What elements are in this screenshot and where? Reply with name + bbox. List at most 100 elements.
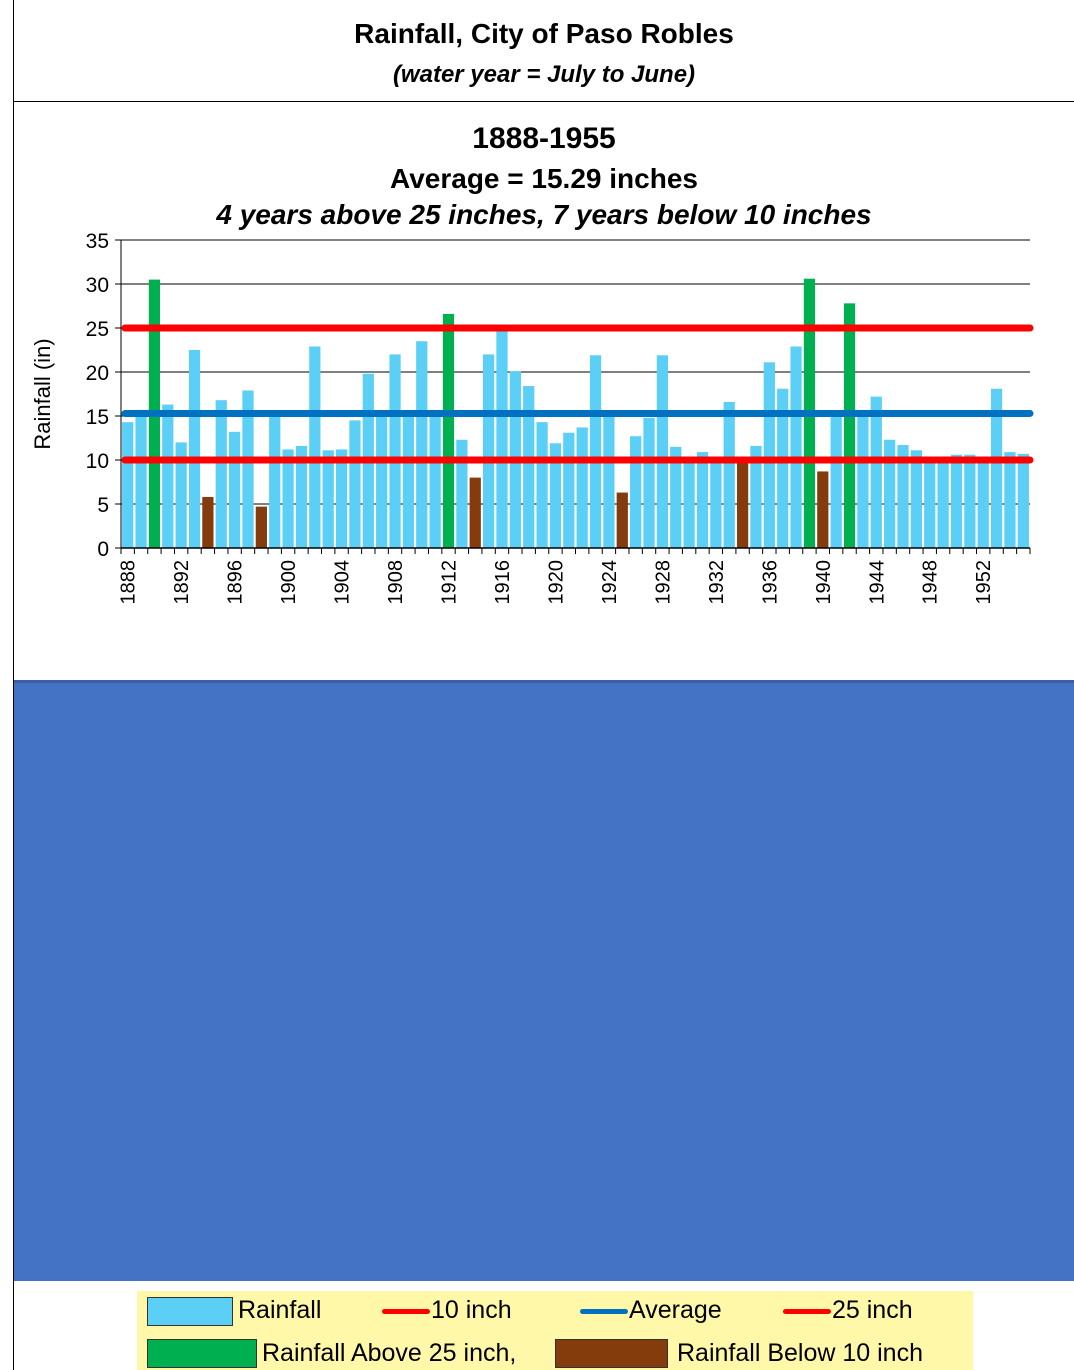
chart-summary-text: 4 years above 25 inches, 7 years below 1… bbox=[216, 199, 872, 230]
bar-1943 bbox=[857, 414, 869, 548]
x-tick-label: 1888 bbox=[118, 560, 140, 605]
x-tick-label: 1904 bbox=[332, 560, 354, 605]
chart-title: 1888-1955 bbox=[472, 122, 616, 155]
bar-1912 bbox=[442, 313, 455, 548]
x-tick-label: 1912 bbox=[439, 560, 461, 605]
x-tick-label: 1908 bbox=[385, 560, 407, 605]
x-tick-label: 1948 bbox=[920, 560, 942, 605]
bar-1935 bbox=[750, 445, 762, 548]
bar-1889 bbox=[135, 409, 147, 548]
legend-rainfall-swatch bbox=[147, 1297, 233, 1326]
bar-1908 bbox=[389, 354, 401, 548]
bar-1928 bbox=[656, 355, 669, 548]
bar-1944 bbox=[870, 396, 882, 548]
bar-1919 bbox=[536, 422, 548, 548]
bar-1903 bbox=[322, 450, 334, 548]
bar-1915 bbox=[482, 354, 495, 548]
bar-1955 bbox=[1017, 453, 1029, 548]
bar-1922 bbox=[576, 427, 588, 548]
x-tick-label: 1916 bbox=[492, 560, 514, 605]
bar-1947 bbox=[910, 450, 922, 548]
bar-1913 bbox=[456, 439, 468, 548]
bar-1916 bbox=[496, 331, 508, 548]
bar-1931 bbox=[696, 452, 709, 548]
legend-10inch-label: 10 inch bbox=[431, 1296, 512, 1324]
bar-1910 bbox=[416, 341, 428, 548]
bar-1899 bbox=[269, 414, 281, 548]
x-tick-label: 1928 bbox=[652, 560, 674, 605]
bar-1951 bbox=[964, 454, 976, 548]
bar-1898 bbox=[255, 506, 267, 548]
x-tick-label: 1932 bbox=[706, 560, 728, 605]
x-tick-label: 1924 bbox=[599, 560, 621, 605]
bar-1929 bbox=[670, 446, 682, 548]
y-tick-label: 20 bbox=[86, 362, 109, 385]
y-tick-label: 5 bbox=[97, 494, 109, 517]
bar-1918 bbox=[523, 386, 535, 548]
y-tick-label: 35 bbox=[86, 230, 109, 253]
bar-1892 bbox=[175, 442, 187, 548]
bar-1909 bbox=[402, 410, 415, 548]
x-tick-label: 1940 bbox=[813, 560, 835, 605]
bar-1900 bbox=[282, 449, 294, 548]
y-tick-label: 30 bbox=[86, 274, 109, 297]
page-title: Rainfall, City of Paso Robles bbox=[354, 18, 734, 49]
legend-10inch-swatch bbox=[382, 1309, 430, 1314]
bar-1926 bbox=[630, 436, 642, 548]
bar-1895 bbox=[215, 400, 227, 548]
bar-1953 bbox=[990, 388, 1003, 548]
bar-1893 bbox=[188, 350, 201, 548]
x-tick-label: 1936 bbox=[759, 560, 781, 605]
bar-1923 bbox=[589, 355, 602, 548]
y-tick-label: 10 bbox=[86, 450, 109, 473]
bar-1904 bbox=[335, 449, 348, 548]
left-border bbox=[13, 0, 14, 1370]
bar-1902 bbox=[309, 346, 321, 548]
bar-1914 bbox=[469, 477, 481, 548]
bar-1888 bbox=[122, 422, 134, 548]
page-subtitle: (water year = July to June) bbox=[392, 61, 696, 88]
x-tick-label: 1920 bbox=[545, 560, 567, 605]
bar-1936 bbox=[763, 362, 775, 548]
bar-1920 bbox=[549, 443, 562, 548]
rainfall-chart: 0 5 10 15 20 25 30 35 Rainfall (in) 1888 1892 1896 1… bbox=[30, 230, 1034, 605]
y-tick-label: 25 bbox=[86, 318, 109, 341]
chart-container: 1888-1955 Average = 15.29 inches 4 years… bbox=[14, 102, 1074, 678]
legend-below10-label: Rainfall Below 10 inch bbox=[677, 1339, 923, 1367]
bar-1942 bbox=[843, 303, 856, 548]
bar-1896 bbox=[229, 431, 241, 548]
legend-25inch-swatch bbox=[783, 1309, 831, 1314]
bar-1937 bbox=[777, 388, 789, 548]
bar-1945 bbox=[884, 439, 896, 548]
x-tick-label: 1944 bbox=[866, 560, 888, 605]
bar-1907 bbox=[376, 410, 388, 548]
bar-1950 bbox=[950, 454, 963, 548]
bar-1905 bbox=[349, 420, 361, 548]
legend-25inch-label: 25 inch bbox=[832, 1296, 913, 1324]
bar-1938 bbox=[790, 346, 802, 548]
x-tick-label: 1892 bbox=[171, 560, 193, 605]
bar-1934 bbox=[736, 463, 749, 548]
bar-1954 bbox=[1004, 452, 1016, 548]
bar-1952 bbox=[977, 458, 989, 548]
legend-average-swatch bbox=[580, 1309, 628, 1314]
bar-1921 bbox=[563, 432, 575, 548]
bar-1894 bbox=[202, 496, 214, 548]
bar-1924 bbox=[603, 410, 615, 548]
bar-1941 bbox=[830, 411, 842, 548]
legend-rainfall-label: Rainfall bbox=[238, 1296, 322, 1324]
bar-1949 bbox=[937, 457, 949, 548]
bar-1891 bbox=[162, 404, 174, 548]
bar-1925 bbox=[616, 492, 628, 548]
x-tick-label: 1952 bbox=[973, 560, 995, 605]
bar-1897 bbox=[242, 390, 254, 548]
bar-1932 bbox=[710, 456, 722, 548]
legend-below10-swatch bbox=[555, 1339, 668, 1368]
bar-1948 bbox=[924, 457, 936, 548]
legend-above25-swatch bbox=[147, 1339, 257, 1368]
bar-1927 bbox=[643, 417, 655, 548]
blue-panel bbox=[14, 680, 1074, 1281]
legend-above25-label: Rainfall Above 25 inch, bbox=[262, 1339, 517, 1367]
y-axis-label: Rainfall (in) bbox=[30, 338, 55, 449]
bar-1946 bbox=[897, 445, 909, 548]
